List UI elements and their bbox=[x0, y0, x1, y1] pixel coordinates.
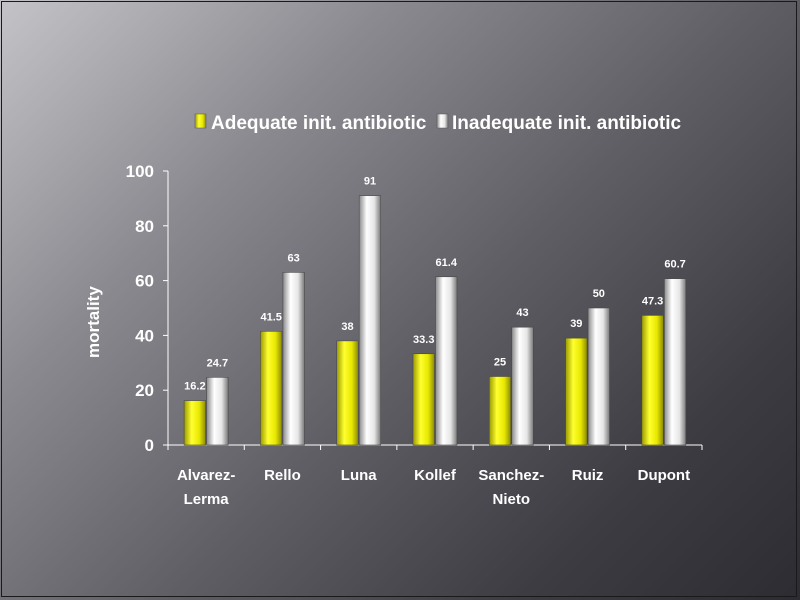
x-category-label: Lerma bbox=[184, 491, 230, 508]
data-label-adequate: 25 bbox=[494, 357, 506, 369]
data-label-adequate: 16.2 bbox=[184, 381, 205, 393]
y-tick-label: 40 bbox=[135, 326, 154, 345]
x-category-label: Kollef bbox=[414, 467, 457, 484]
legend-label-inadequate: Inadequate init. antibiotic bbox=[452, 113, 682, 134]
bar-adequate bbox=[336, 340, 359, 446]
bar-inadequate bbox=[664, 278, 687, 446]
y-tick-label: 100 bbox=[126, 162, 154, 181]
bar-inadequate bbox=[358, 195, 382, 446]
x-category-label: Luna bbox=[341, 467, 377, 484]
x-category-label: Ruiz bbox=[572, 467, 604, 484]
data-label-inadequate: 91 bbox=[364, 176, 376, 188]
data-label-inadequate: 24.7 bbox=[207, 357, 228, 369]
data-label-adequate: 38 bbox=[341, 321, 353, 333]
legend-label-adequate: Adequate init. antibiotic bbox=[211, 113, 427, 134]
data-label-adequate: 33.3 bbox=[413, 334, 434, 346]
x-category-label: Nieto bbox=[493, 491, 531, 508]
y-tick-label: 20 bbox=[135, 381, 154, 400]
bar-inadequate bbox=[587, 307, 610, 446]
bar-adequate bbox=[260, 330, 283, 446]
bar-inadequate bbox=[511, 326, 534, 446]
bar-adequate bbox=[641, 315, 664, 446]
data-label-adequate: 39 bbox=[570, 318, 582, 330]
bar-inadequate bbox=[206, 377, 229, 446]
legend-swatch-adequate bbox=[194, 113, 207, 129]
data-label-inadequate: 63 bbox=[288, 252, 300, 264]
bar-inadequate bbox=[282, 272, 305, 446]
legend-swatch-inadequate bbox=[436, 113, 449, 129]
bar-adequate bbox=[565, 337, 588, 446]
data-label-inadequate: 43 bbox=[516, 307, 528, 319]
bar-adequate bbox=[488, 376, 512, 446]
data-label-inadequate: 50 bbox=[593, 288, 605, 300]
plot-area: 0 20 40 60 80 100 16.224.7 Alvarez- Lerma 41.5 63 R… bbox=[126, 162, 703, 508]
y-axis-label: mortality bbox=[84, 286, 103, 358]
data-label-inadequate: 60.7 bbox=[664, 259, 685, 271]
data-label-adequate: 47.3 bbox=[642, 295, 663, 307]
x-category-label: Alvarez- bbox=[177, 467, 235, 484]
legend: Adequate init. antibiotic Inadequate ini… bbox=[194, 113, 682, 134]
y-tick-label: 80 bbox=[135, 217, 154, 236]
y-tick-label: 0 bbox=[145, 436, 154, 455]
x-category-label: Sanchez- bbox=[478, 467, 544, 484]
bar-adequate bbox=[412, 353, 435, 446]
bar-inadequate bbox=[435, 276, 458, 446]
x-category-label: Rello bbox=[264, 467, 301, 484]
data-label-inadequate: 61.4 bbox=[436, 257, 458, 269]
y-tick-label: 60 bbox=[135, 272, 154, 291]
bar-adequate bbox=[183, 400, 206, 446]
x-category-label: Dupont bbox=[638, 467, 690, 484]
data-label-adequate: 41.5 bbox=[260, 311, 281, 323]
